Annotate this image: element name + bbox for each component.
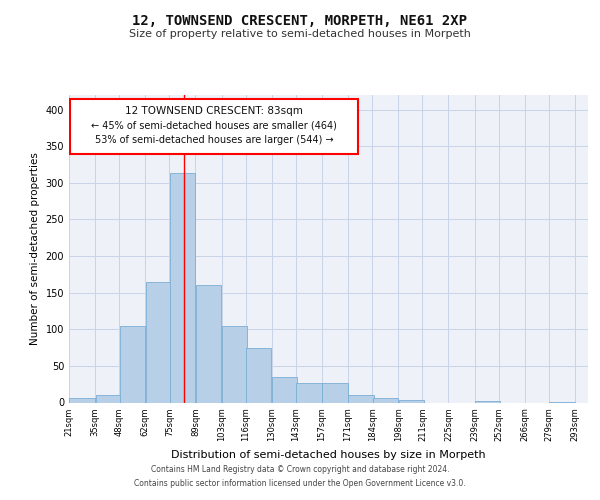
Bar <box>196 286 221 403</box>
Bar <box>373 398 398 402</box>
Bar <box>272 377 298 402</box>
Text: 53% of semi-detached houses are larger (544) →: 53% of semi-detached houses are larger (… <box>95 136 334 145</box>
Text: Size of property relative to semi-detached houses in Morpeth: Size of property relative to semi-detach… <box>129 29 471 39</box>
Bar <box>322 382 347 402</box>
Bar <box>475 401 500 402</box>
Bar <box>146 282 171 403</box>
Text: Contains public sector information licensed under the Open Government Licence v3: Contains public sector information licen… <box>134 479 466 488</box>
Bar <box>170 174 195 402</box>
Bar <box>246 348 271 403</box>
Text: ← 45% of semi-detached houses are smaller (464): ← 45% of semi-detached houses are smalle… <box>91 120 337 130</box>
Text: Contains HM Land Registry data © Crown copyright and database right 2024.: Contains HM Land Registry data © Crown c… <box>151 466 449 474</box>
Text: 12 TOWNSEND CRESCENT: 83sqm: 12 TOWNSEND CRESCENT: 83sqm <box>125 106 303 116</box>
FancyBboxPatch shape <box>70 98 358 154</box>
Bar <box>119 326 145 402</box>
Y-axis label: Number of semi-detached properties: Number of semi-detached properties <box>30 152 40 345</box>
Bar <box>95 395 121 402</box>
X-axis label: Distribution of semi-detached houses by size in Morpeth: Distribution of semi-detached houses by … <box>171 450 486 460</box>
Bar <box>70 398 95 402</box>
Text: 12, TOWNSEND CRESCENT, MORPETH, NE61 2XP: 12, TOWNSEND CRESCENT, MORPETH, NE61 2XP <box>133 14 467 28</box>
Bar <box>399 400 424 402</box>
Bar <box>296 382 322 402</box>
Bar <box>349 395 374 402</box>
Bar <box>222 326 247 402</box>
